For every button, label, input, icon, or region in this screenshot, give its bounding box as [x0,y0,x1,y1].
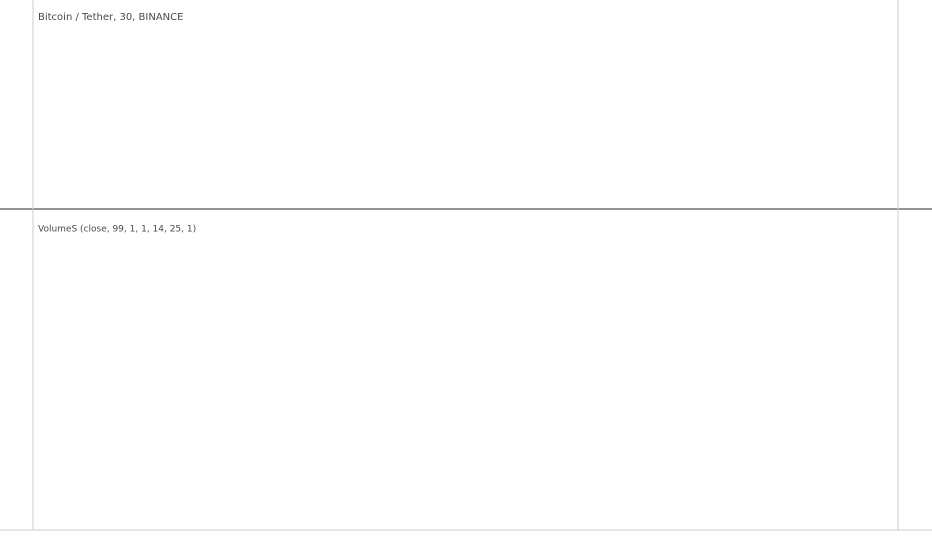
oscillator-title: VolumeS (close, 99, 1, 1, 14, 25, 1) [38,225,196,235]
price-title: Bitcoin / Tether, 30, BINANCE [38,12,183,23]
